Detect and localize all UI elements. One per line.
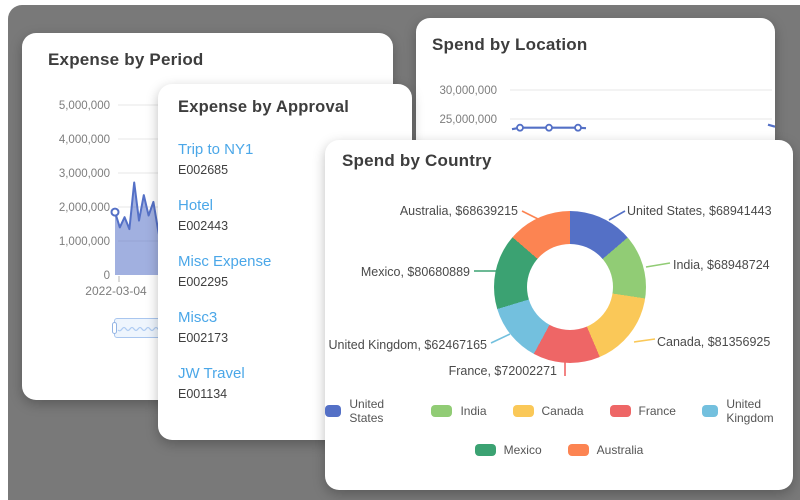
period-y-tick: 4,000,000: [59, 134, 110, 146]
expense-link[interactable]: JW Travel: [178, 365, 245, 382]
legend-swatch-icon: [701, 405, 719, 417]
expense-link[interactable]: Misc3: [178, 309, 218, 326]
legend-label: France: [638, 404, 676, 418]
legend-item-india[interactable]: India: [431, 397, 487, 425]
legend-label: Canada: [541, 404, 584, 418]
legend-item-australia[interactable]: Australia: [567, 443, 644, 457]
legend-swatch-icon: [512, 405, 534, 417]
donut-legend-row-2: Mexico Australia: [325, 443, 793, 457]
period-x-tick: 2022-03-04: [85, 284, 147, 298]
approval-item: Misc Expense E002295: [178, 252, 402, 291]
approval-item: Misc3 E002173: [178, 308, 402, 347]
donut-label-united-kingdom: United Kingdom, $62467165: [328, 338, 487, 352]
legend-swatch-icon: [325, 405, 342, 417]
expense-link[interactable]: Misc Expense: [178, 253, 272, 270]
approval-item: Hotel E002443: [178, 196, 402, 235]
legend-item-canada[interactable]: Canada: [512, 397, 584, 425]
expense-by-approval-title: Expense by Approval: [178, 98, 349, 116]
donut-label-mexico: Mexico, $80680889: [360, 265, 470, 279]
location-y-tick: 25,000,000: [439, 114, 497, 126]
legend-item-france[interactable]: France: [609, 397, 676, 425]
expense-link[interactable]: Trip to NY1: [178, 141, 254, 158]
legend-item-united-states[interactable]: United States: [325, 397, 405, 425]
period-y-tick: 3,000,000: [59, 168, 110, 180]
expense-code: E002295: [178, 275, 229, 289]
approval-item: JW Travel E001134: [178, 364, 402, 403]
period-y-tick: 0: [104, 270, 110, 282]
donut-label-india: India, $68948724: [673, 258, 770, 272]
period-y-tick: 2,000,000: [59, 202, 110, 214]
expense-link[interactable]: Hotel: [178, 197, 214, 214]
period-y-tick: 1,000,000: [59, 236, 110, 248]
legend-swatch-icon: [609, 405, 631, 417]
navigator-left-handle-icon[interactable]: [112, 322, 117, 334]
expense-by-period-title: Expense by Period: [48, 50, 204, 69]
legend-swatch-icon: [474, 444, 496, 456]
legend-label: United Kingdom: [726, 397, 774, 425]
period-chart-navigator[interactable]: [112, 318, 168, 338]
expense-code: E002443: [178, 219, 229, 233]
spend-by-location-chart: 30,000,000 25,000,000: [439, 85, 776, 132]
donut-hole: [527, 244, 613, 330]
legend-item-mexico[interactable]: Mexico: [474, 443, 542, 457]
location-y-tick: 30,000,000: [439, 85, 497, 97]
donut-label-australia: Australia, $68639215: [399, 204, 518, 218]
expense-code: E002173: [178, 331, 229, 345]
donut-legend-row-1: United States India Canada France United Kin…: [325, 397, 793, 425]
spend-by-country-title: Spend by Country: [342, 151, 492, 170]
donut-label-france: France, $72002271: [448, 364, 557, 378]
approval-list: Trip to NY1 E002685 Hotel E002443 Misc Expen…: [178, 140, 402, 420]
donut-label-united-states: United States, $68941443: [627, 204, 772, 218]
spend-by-country-card: Spend by Country Australia, $68639215 Uni…: [325, 140, 793, 490]
period-y-tick: 5,000,000: [59, 100, 110, 112]
donut-label-canada: Canada, $81356925: [657, 335, 771, 349]
legend-label: Mexico: [503, 443, 542, 457]
legend-swatch-icon: [431, 405, 453, 417]
legend-label: Australia: [596, 443, 644, 457]
expense-code: E001134: [178, 387, 228, 401]
donut-chart[interactable]: [494, 211, 646, 363]
legend-item-united-kingdom[interactable]: United Kingdom: [701, 397, 793, 425]
legend-swatch-icon: [567, 444, 589, 456]
spend-by-location-title: Spend by Location: [432, 35, 588, 54]
approval-item: Trip to NY1 E002685: [178, 140, 402, 179]
legend-label: India: [460, 404, 487, 418]
legend-label: United States: [349, 397, 385, 425]
expense-code: E002685: [178, 163, 229, 177]
